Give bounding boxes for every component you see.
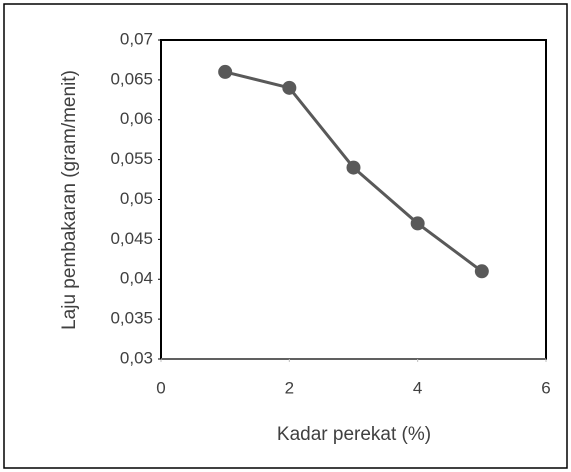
y-tick-label: 0,035 [110,309,153,328]
y-tick-label: 0,065 [110,69,153,88]
y-tick-label: 0,045 [110,229,153,248]
data-point [346,160,361,175]
y-tick-label: 0,03 [120,348,153,367]
data-point [282,80,297,95]
data-point [218,64,233,79]
y-tick-label: 0,06 [120,109,153,128]
x-tick-label: 4 [413,378,422,397]
y-tick-label: 0,07 [120,29,153,48]
x-tick-label: 0 [156,378,165,397]
y-axis-title: Laju pembakaran (gram/menit) [59,70,80,330]
y-tick-label: 0,055 [110,149,153,168]
x-tick-label: 2 [285,378,294,397]
data-point [410,216,425,231]
y-tick-label: 0,04 [120,269,153,288]
data-point [474,264,489,279]
x-tick-label: 6 [541,378,550,397]
x-axis-title: Kadar perekat (%) [277,424,431,445]
y-tick-label: 0,05 [120,189,153,208]
chart-frame [3,3,568,469]
